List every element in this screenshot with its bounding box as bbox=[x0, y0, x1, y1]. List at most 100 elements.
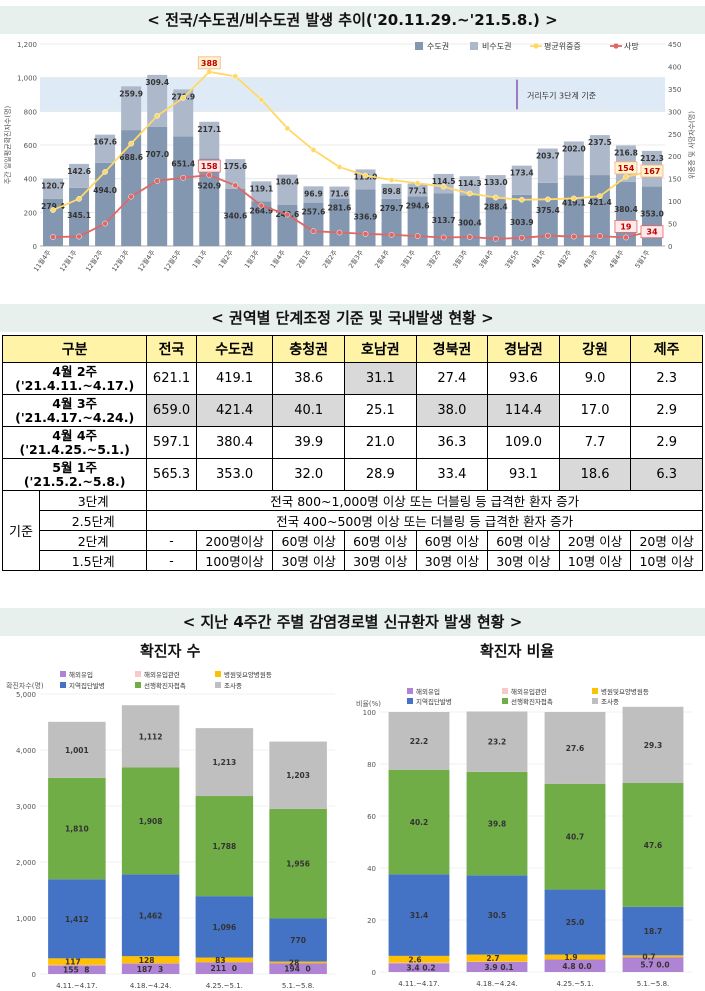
death-point bbox=[544, 232, 551, 239]
avg-severe-point bbox=[258, 96, 265, 103]
bar-value-capital: 340.6 bbox=[223, 212, 247, 221]
legend-swatch bbox=[60, 671, 66, 677]
y-tick-label: 4,000 bbox=[16, 747, 36, 755]
death-label-box bbox=[640, 225, 664, 239]
legend-swatch bbox=[470, 42, 478, 50]
bar-value-capital: 300.4 bbox=[458, 218, 482, 227]
bar-capital bbox=[147, 126, 168, 246]
data-label: 1,462 bbox=[139, 911, 163, 920]
bar-segment-4 bbox=[195, 796, 254, 897]
bar-noncapital bbox=[147, 74, 168, 127]
avg-severe-point bbox=[102, 169, 108, 175]
bar-noncapital bbox=[225, 159, 246, 189]
y-axis-label: 주간 일일평균확진자수(명) bbox=[3, 105, 12, 184]
trend-chart: 거리두기 3단계 기준 0 200 400 600 800 1,000 1,200 0 50 100… bbox=[3, 41, 696, 273]
avg-severe-point bbox=[597, 193, 603, 200]
table-cell: 621.1 bbox=[146, 362, 197, 395]
avg-severe-label-box bbox=[640, 164, 664, 178]
x-tick-label: 1월3주 bbox=[242, 248, 261, 270]
legend-swatch bbox=[592, 698, 598, 704]
y-tick-label: 200 bbox=[24, 209, 37, 217]
legend-swatch bbox=[215, 682, 221, 688]
bar-value-capital: 707.0 bbox=[145, 150, 169, 159]
y-tick-label: 3,000 bbox=[16, 803, 36, 811]
x-tick-label: 4.11.~4.17. bbox=[398, 980, 440, 988]
y2-axis-label: 위중증 및 사망자수(명) bbox=[687, 111, 696, 179]
bar-segment-3 bbox=[622, 906, 684, 956]
bar-noncapital bbox=[69, 163, 90, 188]
death-point bbox=[258, 202, 265, 209]
death-point bbox=[597, 233, 603, 239]
bar-value-noncapital: 237.5 bbox=[588, 138, 612, 147]
ratio-chart-title: 확진자 비율 bbox=[480, 642, 555, 660]
bar-segment-3 bbox=[121, 874, 180, 957]
x-tick-label: 2월1주 bbox=[294, 248, 313, 270]
bar-noncapital bbox=[95, 134, 116, 163]
table-cell: 21.0 bbox=[344, 426, 417, 459]
legend-swatch bbox=[502, 688, 508, 694]
y-tick-label: 400 bbox=[24, 176, 37, 184]
table-cell: 33.4 bbox=[415, 458, 489, 491]
threshold-band bbox=[40, 77, 665, 112]
bar-capital bbox=[329, 198, 350, 246]
legend-label: 병원및요양병원등 bbox=[224, 670, 272, 679]
bar-segment-3 bbox=[544, 889, 606, 955]
y2-tick-label: 400 bbox=[668, 63, 681, 71]
table-cell: 2.9 bbox=[630, 426, 703, 459]
avg-severe-label: 154 bbox=[618, 164, 635, 173]
bar-segment-2 bbox=[48, 958, 106, 965]
bar-noncapital bbox=[511, 165, 532, 195]
death-label-box bbox=[614, 220, 638, 233]
bar-segment-5 bbox=[269, 741, 327, 809]
legend-swatch bbox=[60, 682, 66, 688]
bar-segment-0 bbox=[466, 961, 528, 972]
header-cell: 구분 bbox=[1, 335, 148, 363]
legend-label: 평균위중증 bbox=[544, 41, 581, 51]
avg-severe-point bbox=[336, 164, 343, 170]
series-line-avg-severe bbox=[52, 70, 653, 211]
bar-value-noncapital: 212.3 bbox=[640, 154, 664, 163]
bar-segment-2 bbox=[544, 954, 606, 960]
table-cell: 93.1 bbox=[487, 458, 560, 491]
week-label: 4월 2주 ('21.4.11.~4.17.) bbox=[1, 362, 148, 395]
bar-segment-0 bbox=[544, 959, 606, 972]
data-label: 1,203 bbox=[286, 771, 310, 780]
legend-label: 조사중 bbox=[601, 697, 619, 706]
avg-severe-point bbox=[232, 73, 239, 80]
bar-value-noncapital: 133.0 bbox=[484, 178, 508, 187]
avg-severe-point bbox=[388, 177, 395, 183]
data-label: 31.4 bbox=[410, 911, 429, 920]
avg-severe-point bbox=[362, 172, 369, 179]
legend-label: 선행확진자접촉 bbox=[511, 697, 553, 706]
legend-label: 사망 bbox=[624, 41, 639, 51]
legend-marker bbox=[613, 43, 619, 49]
legend-swatch bbox=[135, 671, 141, 677]
bar-value-capital: 419.1 bbox=[562, 198, 586, 207]
bar-value-capital: 279.4 bbox=[41, 202, 65, 211]
region-table: 구분 전국 수도권 충청권 호남권 경북권 경남권 강원 제주 4월 2주 ('2… bbox=[1, 335, 703, 571]
bar-value-noncapital: 71.6 bbox=[330, 190, 349, 199]
legend-label: 해외유입관련 bbox=[511, 687, 547, 696]
y-tick-label: 1,000 bbox=[16, 915, 36, 923]
bar-value-capital: 294.6 bbox=[406, 201, 430, 210]
x-tick-label: 2월3주 bbox=[346, 248, 365, 270]
data-label: 187 bbox=[137, 965, 153, 974]
data-label: 83 bbox=[215, 956, 225, 965]
week-label: 4월 4주 ('21.4.25.~5.1.) bbox=[1, 426, 148, 459]
x-tick-label: 3월3주 bbox=[450, 248, 469, 270]
trend-chart-title: < 전국/수도권/비수도권 발생 추이('20.11.29.~'21.5.8.)… bbox=[0, 6, 705, 34]
bar-value-capital: 494.0 bbox=[93, 186, 117, 195]
header-cell: 경남권 bbox=[487, 335, 560, 363]
bar-segment-4 bbox=[622, 782, 684, 907]
x-tick-label: 11월4주 bbox=[31, 248, 52, 273]
y-tick-label: 100 bbox=[363, 709, 376, 717]
bar-value-noncapital: 120.7 bbox=[41, 182, 65, 191]
bar-value-noncapital: 175.6 bbox=[223, 162, 247, 171]
bar-value-capital: 520.9 bbox=[197, 181, 221, 190]
table-row: 5월 1주 ('21.5.2.~5.8.) 565.3 353.0 32.0 28… bbox=[1, 458, 703, 491]
bar-noncapital bbox=[303, 186, 324, 203]
bar-value-noncapital: 216.8 bbox=[614, 148, 638, 157]
bar-segment-1 bbox=[388, 962, 450, 964]
avg-severe-point bbox=[206, 68, 213, 75]
